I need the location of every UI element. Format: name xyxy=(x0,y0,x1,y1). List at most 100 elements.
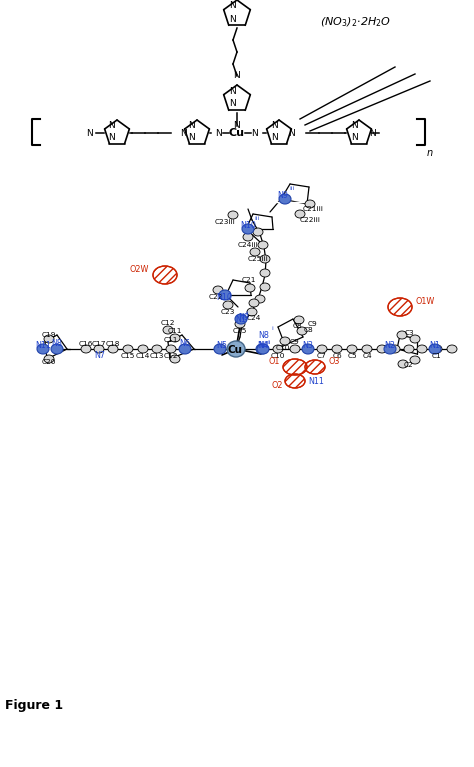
Ellipse shape xyxy=(247,308,257,316)
Text: C19: C19 xyxy=(42,332,56,338)
Ellipse shape xyxy=(213,286,223,294)
Text: C20: C20 xyxy=(42,359,56,365)
Text: C8: C8 xyxy=(293,323,303,329)
Text: C17: C17 xyxy=(92,341,106,347)
Text: N2: N2 xyxy=(384,341,395,350)
Ellipse shape xyxy=(390,345,400,353)
Text: C5: C5 xyxy=(347,353,357,359)
Text: N: N xyxy=(272,121,278,130)
Text: N: N xyxy=(352,121,358,130)
Text: C23: C23 xyxy=(221,309,235,315)
Ellipse shape xyxy=(123,345,133,353)
Ellipse shape xyxy=(362,345,372,353)
Text: C11: C11 xyxy=(168,328,182,334)
Text: C12: C12 xyxy=(161,320,175,326)
Text: C24: C24 xyxy=(247,315,261,321)
Text: N10: N10 xyxy=(240,220,256,229)
Ellipse shape xyxy=(447,345,457,353)
Ellipse shape xyxy=(243,233,253,241)
Text: N4: N4 xyxy=(258,341,269,350)
Text: C7: C7 xyxy=(317,353,327,359)
Text: C12: C12 xyxy=(164,353,178,359)
Text: N1: N1 xyxy=(429,341,440,350)
Text: N: N xyxy=(352,133,358,143)
Ellipse shape xyxy=(138,345,148,353)
Ellipse shape xyxy=(227,341,245,357)
Text: N: N xyxy=(229,87,237,97)
Text: C2: C2 xyxy=(404,362,414,368)
Text: N6: N6 xyxy=(180,338,191,347)
Text: C6: C6 xyxy=(332,353,342,359)
Ellipse shape xyxy=(166,345,176,353)
Ellipse shape xyxy=(44,335,54,343)
Ellipse shape xyxy=(152,345,162,353)
Ellipse shape xyxy=(249,299,259,307)
Text: n: n xyxy=(427,148,433,158)
Text: C13: C13 xyxy=(150,353,164,359)
Ellipse shape xyxy=(108,345,118,353)
Text: N8: N8 xyxy=(52,338,63,347)
Ellipse shape xyxy=(255,295,265,303)
Text: N: N xyxy=(252,129,258,137)
Text: ii: ii xyxy=(267,340,271,345)
Ellipse shape xyxy=(295,210,305,218)
Text: C4: C4 xyxy=(362,353,372,359)
Text: iii: iii xyxy=(289,186,294,191)
Text: N: N xyxy=(229,15,237,25)
Text: C25: C25 xyxy=(233,328,247,334)
Text: N8: N8 xyxy=(258,331,269,340)
Ellipse shape xyxy=(179,344,191,354)
Text: N11: N11 xyxy=(308,377,324,386)
Text: C10: C10 xyxy=(271,353,285,359)
Text: C21iii: C21iii xyxy=(302,206,323,212)
Ellipse shape xyxy=(250,248,260,256)
Ellipse shape xyxy=(317,345,327,353)
Text: O1: O1 xyxy=(269,357,280,367)
Ellipse shape xyxy=(44,355,54,363)
Ellipse shape xyxy=(305,200,315,208)
Text: N: N xyxy=(189,121,195,130)
Ellipse shape xyxy=(223,301,233,309)
Ellipse shape xyxy=(410,335,420,343)
Ellipse shape xyxy=(37,344,49,354)
Text: C15: C15 xyxy=(121,353,135,359)
Ellipse shape xyxy=(410,356,420,364)
Ellipse shape xyxy=(294,316,304,324)
Ellipse shape xyxy=(273,345,283,353)
Ellipse shape xyxy=(163,326,173,334)
Text: O2W: O2W xyxy=(129,265,149,275)
Ellipse shape xyxy=(404,345,414,353)
Ellipse shape xyxy=(347,345,357,353)
Ellipse shape xyxy=(214,344,226,354)
Text: N10: N10 xyxy=(216,294,232,302)
Text: Figure 1: Figure 1 xyxy=(5,699,63,712)
Text: C9: C9 xyxy=(290,339,300,345)
Ellipse shape xyxy=(432,345,442,353)
Text: C9: C9 xyxy=(308,321,318,327)
Ellipse shape xyxy=(417,345,427,353)
Text: N: N xyxy=(272,133,278,143)
Text: N7: N7 xyxy=(94,351,106,360)
Ellipse shape xyxy=(260,269,270,277)
Ellipse shape xyxy=(170,334,180,342)
Text: C8: C8 xyxy=(304,327,314,333)
Ellipse shape xyxy=(279,194,291,204)
Text: N: N xyxy=(109,133,115,143)
Text: C3: C3 xyxy=(404,330,414,336)
Text: N: N xyxy=(370,129,376,137)
Ellipse shape xyxy=(280,337,290,345)
Ellipse shape xyxy=(235,320,245,328)
Ellipse shape xyxy=(397,331,407,339)
Ellipse shape xyxy=(256,344,268,354)
Text: N5: N5 xyxy=(217,341,228,350)
Ellipse shape xyxy=(260,283,270,291)
Ellipse shape xyxy=(297,327,307,335)
Ellipse shape xyxy=(332,345,342,353)
Text: C24iii: C24iii xyxy=(237,242,258,248)
Text: Cu: Cu xyxy=(228,345,243,355)
Ellipse shape xyxy=(302,344,314,354)
Text: iii: iii xyxy=(254,216,259,221)
Ellipse shape xyxy=(51,344,63,354)
Ellipse shape xyxy=(235,314,247,324)
Text: (NO$_3$)$_2$$\cdot$2H$_2$O: (NO$_3$)$_2$$\cdot$2H$_2$O xyxy=(320,15,391,29)
